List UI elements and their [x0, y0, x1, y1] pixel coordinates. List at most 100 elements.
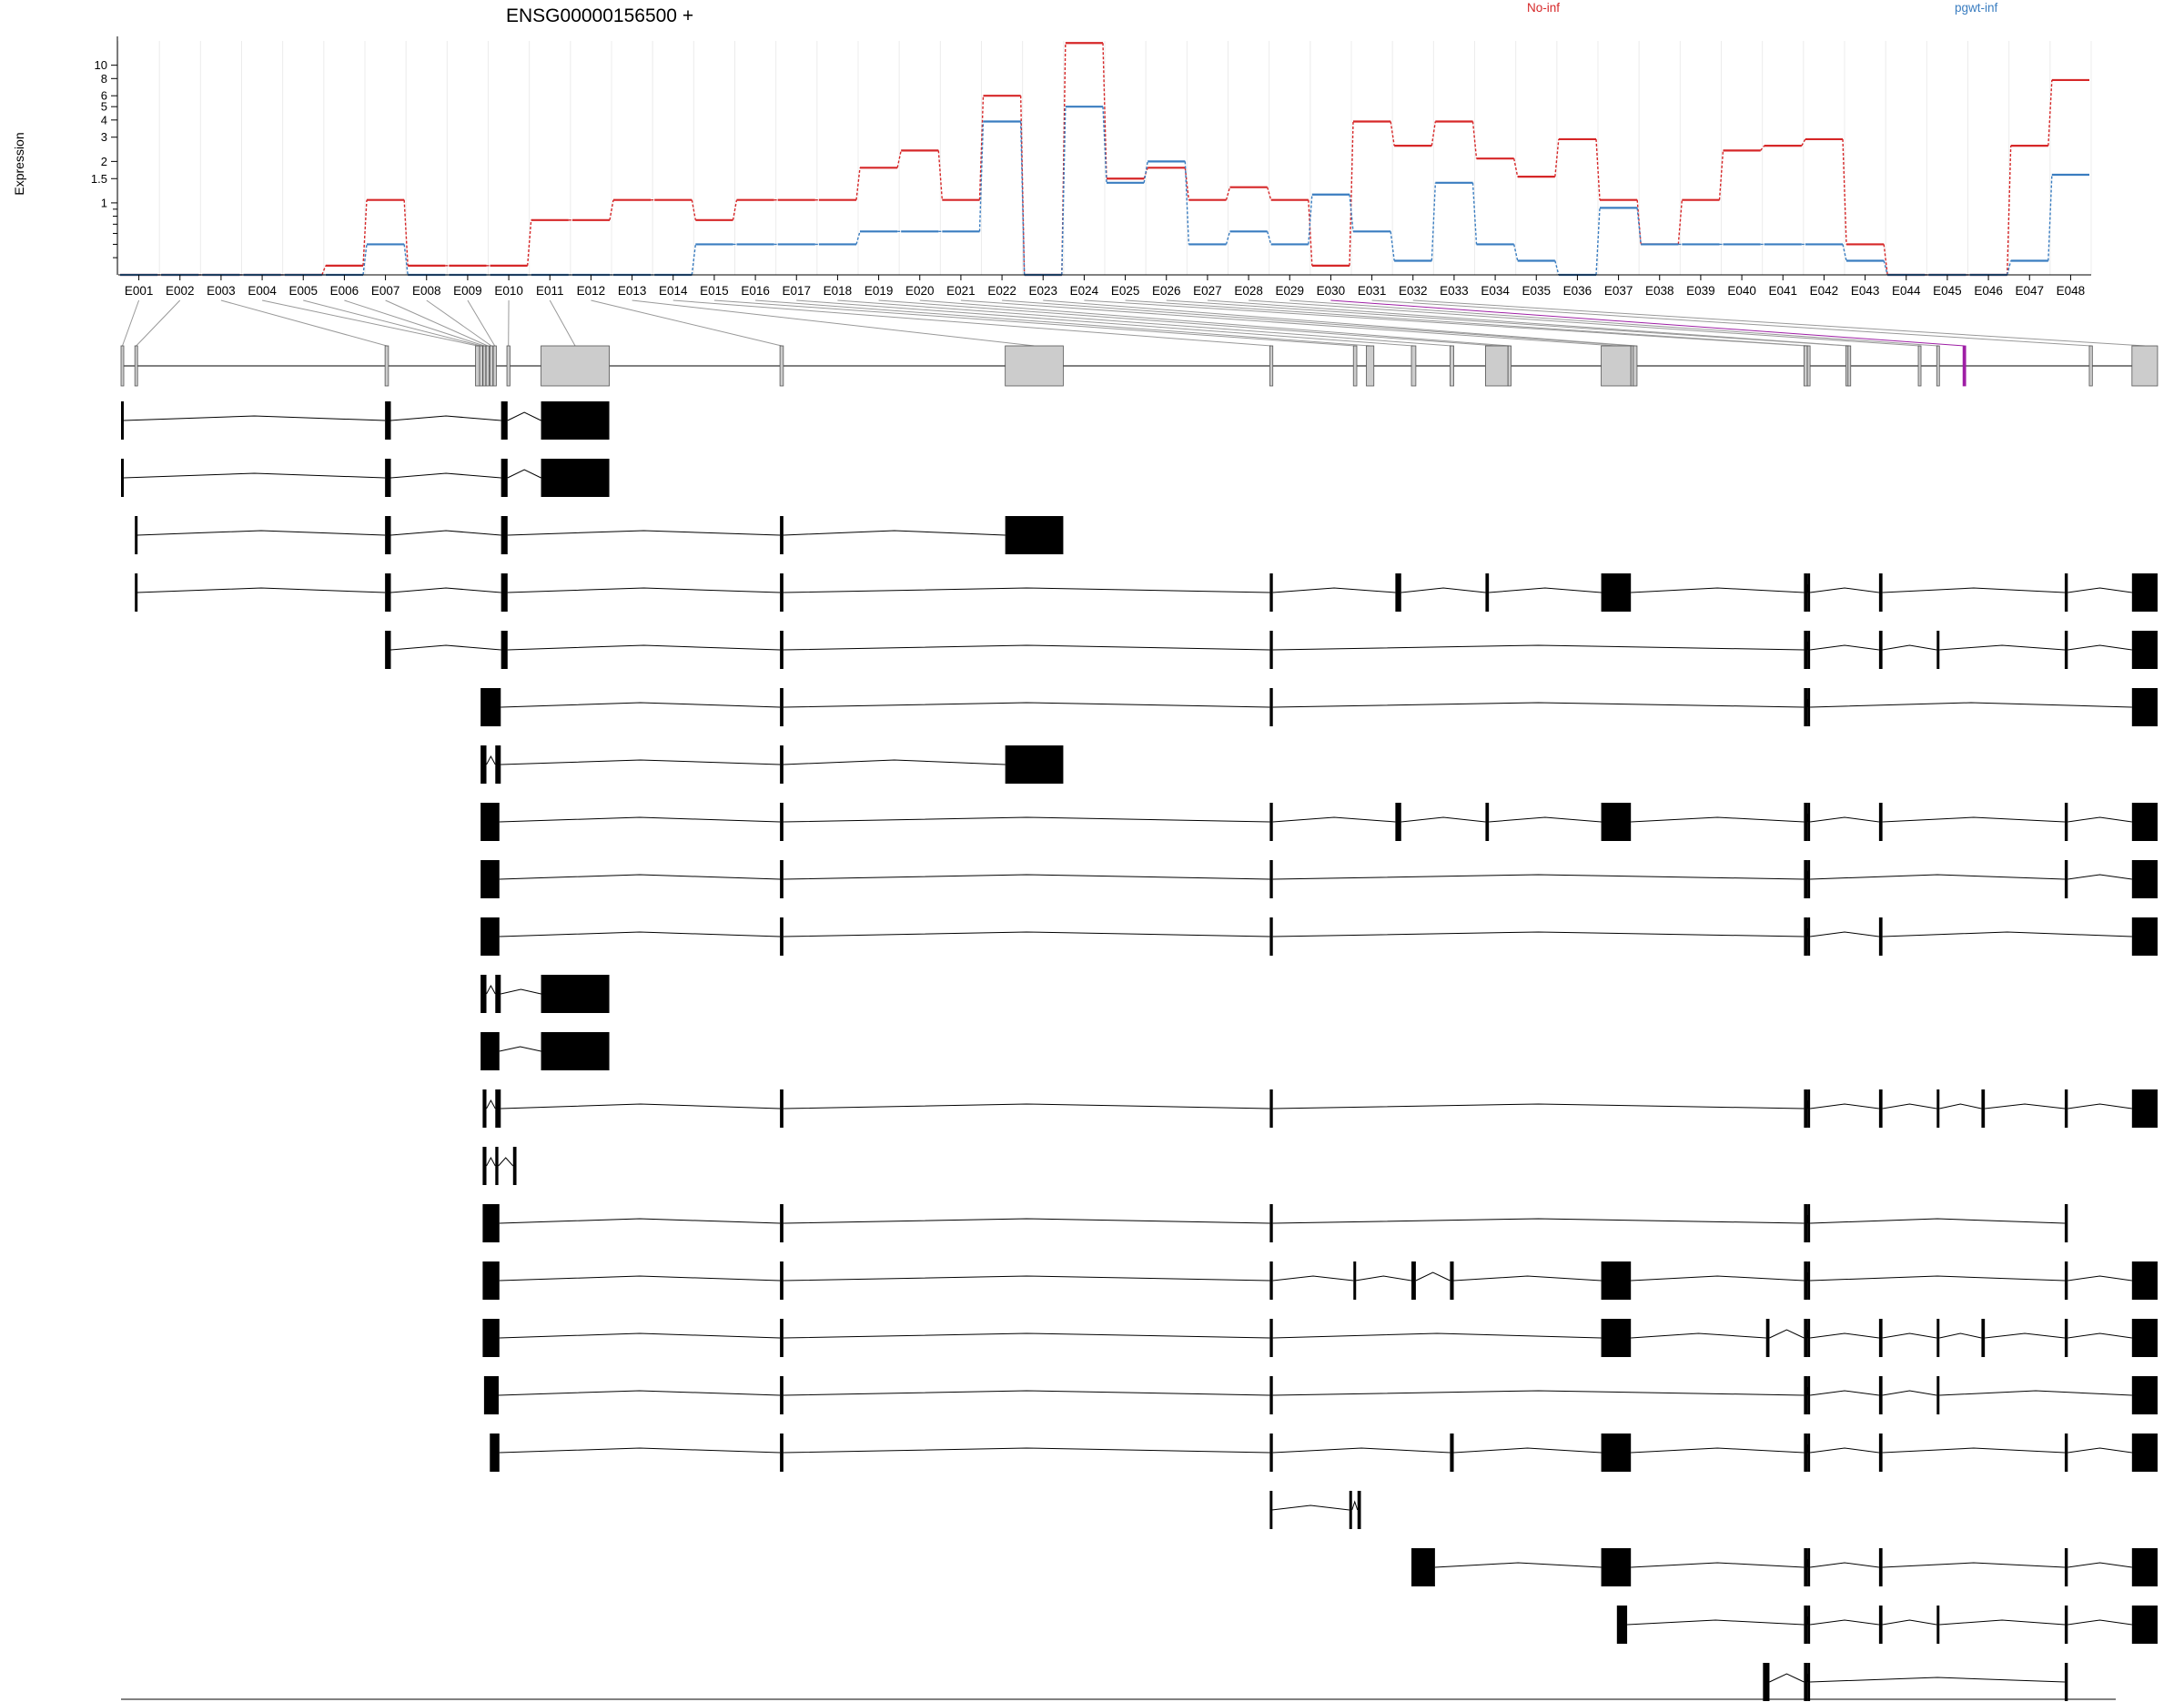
transcript-exon [1765, 1319, 1770, 1357]
transcript-exon [1878, 573, 1883, 612]
intron [499, 816, 781, 823]
series-connector [1102, 106, 1107, 183]
transcript [121, 459, 610, 497]
gene-exon [1269, 345, 1274, 387]
exon-label: E022 [987, 284, 1016, 298]
transcript-exon [385, 401, 391, 440]
exon-label: E045 [1933, 284, 1962, 298]
intron [499, 1390, 781, 1396]
transcript-exon [780, 688, 784, 726]
gene-exon [779, 345, 784, 387]
exon-label: E005 [288, 284, 318, 298]
series-connector [2006, 146, 2012, 276]
transcript-exon [483, 1376, 500, 1414]
transcript-exon [1807, 688, 1811, 726]
gene-exon [1449, 345, 1454, 387]
exon-connector [919, 299, 1510, 347]
intron [1631, 587, 1805, 593]
transcript-exon [1601, 1261, 1632, 1300]
transcript-exon [1269, 1319, 1273, 1357]
transcript-exon [1878, 1376, 1883, 1414]
gene-exon [492, 345, 497, 387]
intron [136, 530, 386, 536]
intron [507, 644, 781, 651]
transcript-exon [1804, 1261, 1808, 1300]
transcript-exon [1450, 1434, 1454, 1472]
intron [783, 1103, 1270, 1109]
intron [507, 469, 541, 479]
exon-label: E025 [1111, 284, 1140, 298]
transcript-exon [1601, 573, 1632, 612]
gene-exon [1507, 345, 1512, 387]
transcript-exon [1450, 1261, 1454, 1300]
transcript-exon [1601, 1548, 1632, 1586]
transcript-exon [1807, 631, 1811, 669]
transcript-exon [780, 917, 784, 956]
transcript-exon [2131, 1376, 2158, 1414]
exon-connector [632, 299, 1035, 347]
intron [1810, 1677, 2065, 1683]
transcript-exon [1981, 1319, 1986, 1357]
exon-connector [591, 299, 783, 347]
exon-label: E021 [946, 284, 976, 298]
series-connector [1760, 145, 1765, 151]
series-connector [362, 244, 368, 276]
transcript-exon [2131, 1261, 2158, 1300]
transcript-exon [1269, 1491, 1273, 1529]
intron [2068, 816, 2132, 823]
transcript-exon [1807, 1434, 1811, 1472]
exon-connector [122, 299, 140, 347]
intron [1939, 1332, 1982, 1339]
exon-label: E046 [1974, 284, 2003, 298]
y-tick-label: 1.5 [91, 172, 107, 186]
intron [783, 587, 1270, 593]
transcript-exon [482, 1261, 500, 1300]
transcript-exon [1269, 917, 1273, 956]
exon-connector [713, 299, 1356, 347]
intron [499, 1046, 541, 1052]
series-connector [609, 199, 614, 220]
transcript [480, 975, 610, 1013]
transcript-exon [500, 516, 508, 554]
gene-exon [120, 345, 125, 387]
transcript-exon [1485, 573, 1490, 612]
transcript [482, 1204, 2068, 1242]
series-connector [1512, 244, 1519, 261]
gene-exon [1485, 345, 1509, 387]
series-connector [1308, 194, 1313, 245]
intron [390, 530, 501, 536]
series-connector [855, 231, 861, 245]
intron [1882, 931, 2132, 937]
transcript-exon [1807, 1204, 1811, 1242]
transcript-exon [482, 1204, 500, 1242]
intron [2068, 1332, 2132, 1339]
transcript-exon [1804, 1606, 1808, 1644]
transcript-exon [1878, 803, 1883, 841]
intron [1272, 1332, 1602, 1339]
transcript-exon [1269, 1434, 1273, 1472]
transcript-exon [2064, 1319, 2068, 1357]
series-connector [403, 244, 409, 276]
series-connector [321, 265, 327, 276]
exon-label: E036 [1563, 284, 1592, 298]
series-connector [1225, 187, 1231, 200]
transcripts [121, 401, 2158, 1701]
exon-label: E024 [1070, 284, 1099, 298]
transcript-exon [780, 745, 784, 784]
transcript-exon [1807, 860, 1811, 898]
transcript-exon [495, 975, 501, 1013]
exon-label: E008 [412, 284, 441, 298]
transcript [482, 1261, 2158, 1300]
transcript-exon [2064, 1434, 2068, 1472]
exon-label: E048 [2057, 284, 2086, 298]
intron [783, 1218, 1270, 1224]
intron [1415, 1271, 1451, 1282]
transcript [121, 401, 610, 440]
series-connector [2048, 174, 2053, 261]
intron [1810, 702, 2132, 708]
gene-exon [475, 345, 480, 387]
intron [390, 415, 501, 421]
transcript-exon [1804, 1376, 1808, 1414]
gene-exon [1803, 345, 1808, 387]
transcript-exon [2131, 1548, 2158, 1586]
